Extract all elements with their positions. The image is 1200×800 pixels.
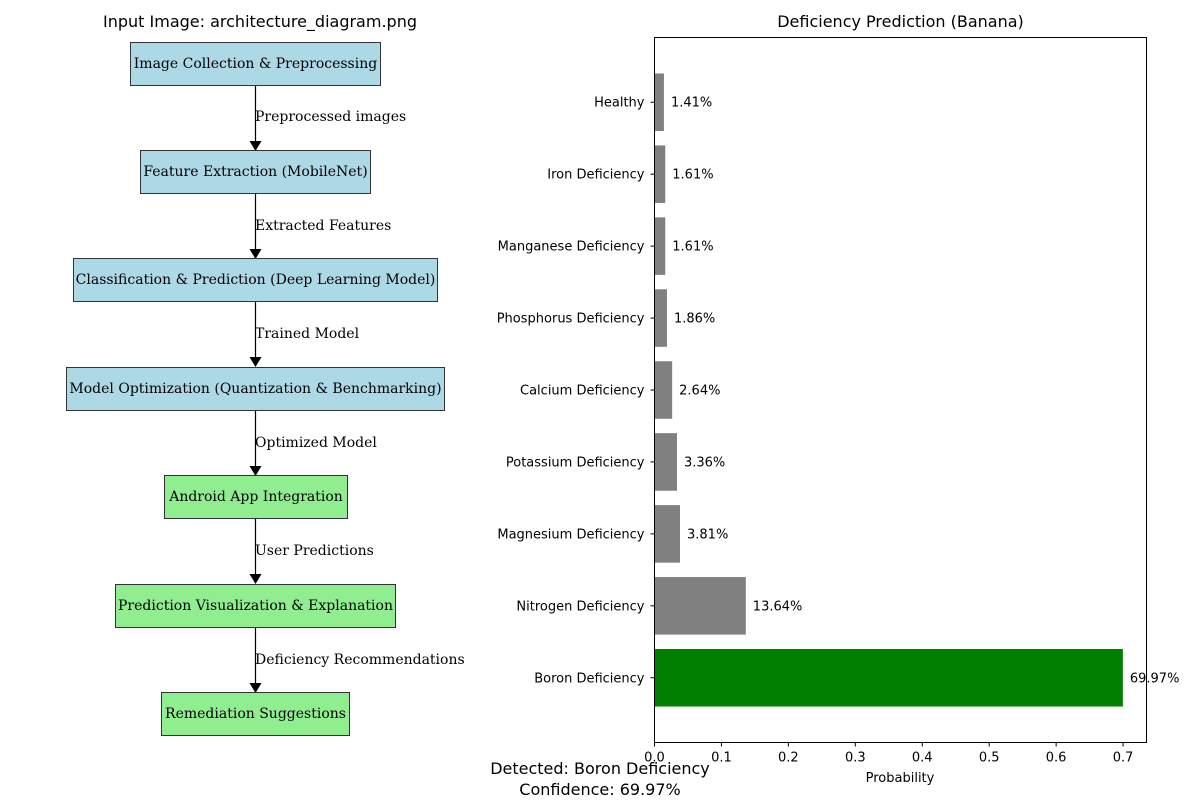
bar-value-label: 1.61% (672, 168, 713, 183)
node-classification: Classification & Prediction (Deep Learni… (73, 258, 438, 302)
node-android-integration: Android App Integration (164, 475, 348, 519)
bar (654, 648, 1123, 707)
bar-value-label: 69.97% (1130, 671, 1180, 686)
bar-value-label: 3.81% (687, 527, 728, 542)
node-image-collection: Image Collection & Preprocessing (130, 42, 381, 86)
bar-value-label: 3.36% (684, 455, 725, 470)
y-tick-label: Phosphorus Deficiency (497, 312, 645, 327)
bar-value-label: 1.41% (671, 96, 712, 111)
y-tick-label: Nitrogen Deficiency (516, 599, 644, 614)
edge-label: Preprocessed images (255, 109, 407, 125)
bar-value-label: 1.86% (674, 312, 715, 327)
y-tick-label: Potassium Deficiency (506, 455, 645, 470)
edge-label: Trained Model (255, 326, 360, 342)
x-tick-label: 0.3 (845, 751, 866, 766)
bar (654, 577, 746, 635)
bar (654, 289, 667, 347)
bar (654, 361, 673, 419)
y-tick-label: Calcium Deficiency (520, 384, 645, 399)
x-tick-label: 0.6 (1046, 751, 1067, 766)
bar (654, 217, 666, 275)
y-tick-label: Manganese Deficiency (498, 240, 645, 255)
node-feature-extraction: Feature Extraction (MobileNet) (140, 150, 371, 194)
x-tick-label: 0.0 (644, 751, 665, 766)
edge-label: Optimized Model (255, 435, 377, 451)
bar (654, 145, 666, 203)
node-prediction-visualization: Prediction Visualization & Explanation (115, 584, 396, 628)
edge-label: Extracted Features (255, 218, 392, 234)
x-axis-label: Probability (866, 771, 935, 786)
bar (654, 433, 677, 491)
y-tick-label: Boron Deficiency (534, 671, 645, 686)
y-tick-label: Healthy (594, 96, 645, 111)
node-model-optimization: Model Optimization (Quantization & Bench… (66, 367, 445, 411)
x-tick-label: 0.5 (979, 751, 1000, 766)
edge-label: User Predictions (255, 543, 374, 559)
bar-value-label: 2.64% (679, 384, 720, 399)
edge-label: Deficiency Recommendations (255, 652, 465, 668)
confidence-text: Confidence: 69.97% (519, 780, 681, 799)
x-tick-label: 0.4 (912, 751, 933, 766)
x-tick-label: 0.1 (711, 751, 732, 766)
bar-value-label: 13.64% (753, 599, 803, 614)
chart-title: Deficiency Prediction (Banana) (777, 12, 1024, 31)
bar-value-label: 1.61% (672, 240, 713, 255)
node-remediation: Remediation Suggestions (161, 692, 350, 736)
plot-frame (654, 37, 1147, 743)
x-tick-label: 0.7 (1113, 751, 1134, 766)
bar (654, 73, 664, 132)
x-tick-label: 0.2 (778, 751, 799, 766)
diagram-title: Input Image: architecture_diagram.png (103, 12, 417, 31)
y-tick-label: Iron Deficiency (547, 168, 645, 183)
bar (654, 505, 681, 563)
y-tick-label: Magnesium Deficiency (497, 527, 644, 542)
flow-arrows (249, 86, 262, 693)
detected-text: Detected: Boron Deficiency (490, 759, 710, 778)
